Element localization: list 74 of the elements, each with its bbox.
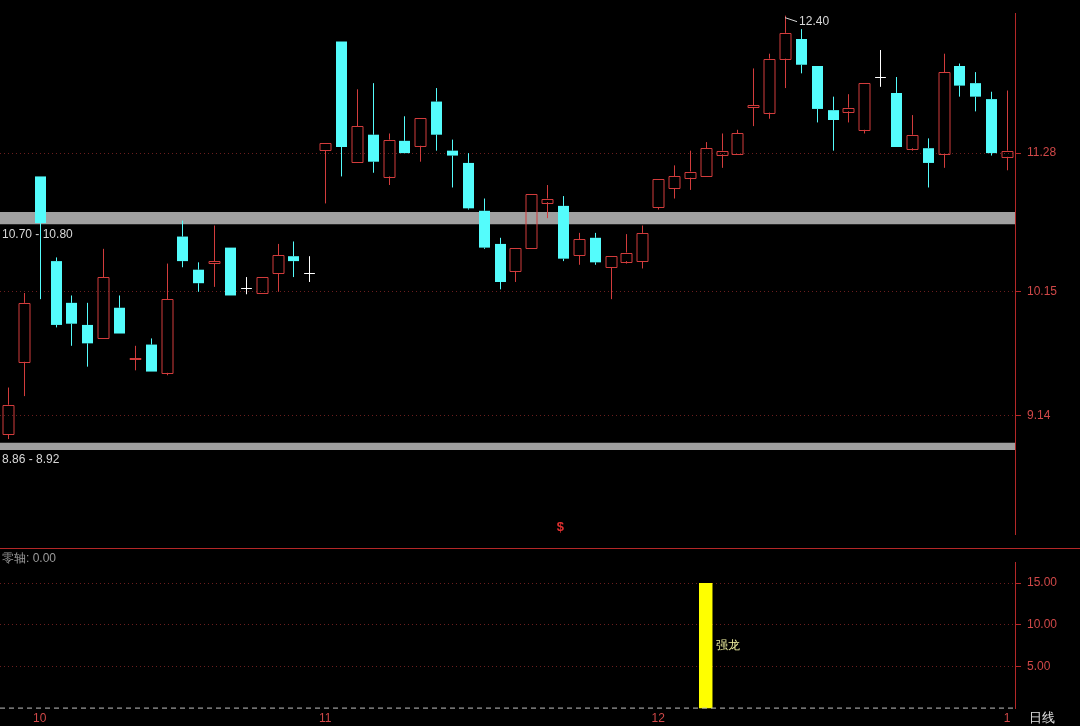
y-tick-label: 10.00 [1027, 617, 1058, 632]
candlestick [114, 294, 125, 334]
candlestick [891, 76, 902, 147]
candlestick [414, 118, 427, 163]
candlestick [193, 261, 204, 293]
candlestick [1001, 90, 1014, 171]
candlestick [2, 387, 15, 440]
candlestick [605, 256, 618, 300]
y-tick-label: 11.28 [1027, 145, 1057, 160]
candlestick [383, 132, 396, 186]
y-tick-label: 15.00 [1027, 575, 1058, 590]
x-tick-label: 1 [1003, 711, 1011, 726]
candlestick [573, 232, 586, 266]
candlestick [906, 114, 919, 152]
candlestick [161, 263, 174, 376]
candlestick [684, 150, 697, 191]
candlestick [240, 276, 253, 295]
x-tick-label: 12 [651, 711, 666, 726]
candlestick [447, 139, 458, 188]
candlestick [509, 248, 522, 283]
candlestick [18, 292, 31, 397]
candlestick [938, 53, 951, 169]
candlestick [208, 225, 221, 288]
candlestick [779, 15, 792, 89]
candlestick [842, 93, 855, 123]
candlestick [272, 243, 285, 293]
x-tick-label: 10 [32, 711, 47, 726]
candlestick [716, 132, 729, 169]
candlestick [463, 152, 474, 209]
candlestick [288, 240, 299, 278]
candlestick [812, 65, 823, 123]
candlestick [954, 63, 965, 98]
candlestick [558, 195, 569, 262]
candlestick [399, 115, 410, 154]
ref-line-label: 零轴: 0.00 [2, 551, 57, 566]
annotation: 强龙 [715, 638, 740, 653]
candlestick [479, 198, 490, 248]
candlestick [796, 28, 807, 74]
candlestick [146, 337, 157, 372]
candlestick [303, 255, 316, 283]
band-label: 8.86 - 8.92 [2, 452, 60, 467]
candlestick [763, 53, 776, 120]
text: 日线 [1029, 710, 1055, 726]
y-tick-label: 10.15 [1027, 284, 1058, 299]
candlestick [51, 256, 62, 328]
candlestick [652, 179, 665, 211]
candlestick [700, 141, 713, 177]
candlestick [66, 294, 77, 347]
candlestick [590, 232, 601, 266]
candlestick [431, 87, 442, 152]
candlestick [747, 67, 760, 127]
candlestick [319, 143, 332, 204]
candlestick [874, 49, 887, 88]
candlestick [620, 233, 633, 265]
candlestick [668, 164, 681, 200]
candlestick [129, 345, 142, 371]
y-tick-label: 9.14 [1027, 408, 1051, 423]
candlestick [336, 41, 347, 177]
candlestick [923, 137, 934, 188]
candlestick [495, 237, 506, 290]
band-label: 10.70 - 10.80 [2, 226, 74, 241]
candlestick [970, 71, 981, 112]
x-tick-label: 11 [318, 711, 332, 726]
candlestick [368, 82, 379, 174]
candlestick [541, 184, 554, 219]
candlestick [828, 96, 839, 152]
candlestick [986, 91, 997, 157]
candlestick [177, 220, 188, 268]
candlestick [97, 248, 110, 339]
annotation: $ [556, 518, 565, 534]
candlestick [82, 302, 93, 368]
candlestick [351, 88, 364, 163]
annotation: 12.40 [799, 13, 830, 28]
y-tick-label: 5.00 [1027, 659, 1051, 674]
